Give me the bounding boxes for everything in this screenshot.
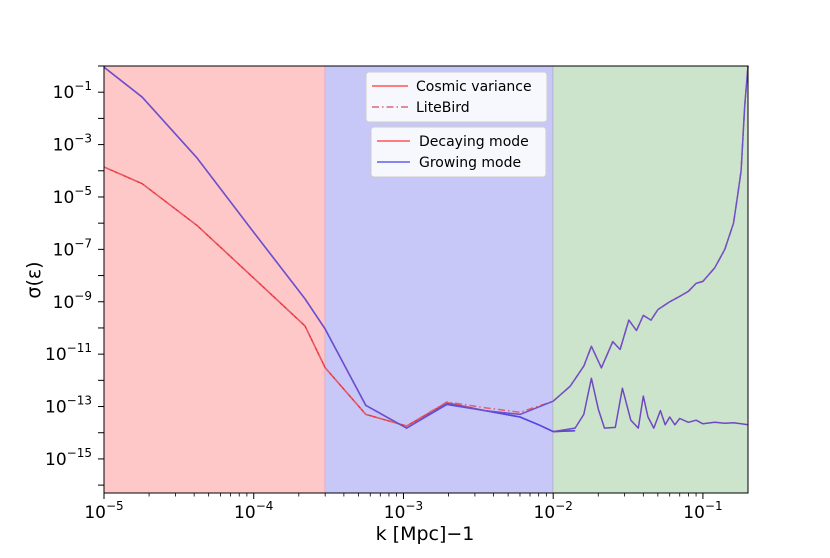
series-line-4 bbox=[553, 377, 749, 433]
high-k-region bbox=[553, 66, 748, 493]
legend-litebird-label: LiteBird bbox=[416, 100, 470, 116]
y-tick-label: 10−9 bbox=[53, 289, 92, 313]
legend-lower: Decaying mode Growing mode bbox=[370, 126, 547, 178]
ticks-layer: 10−5 10−4 10−3 10−2 10−1 10−1 10−3 10−5 10−7 10−9… bbox=[45, 65, 723, 523]
y-axis-label: σ(ε) bbox=[23, 261, 45, 298]
legend-upper-box bbox=[365, 71, 548, 123]
low-k-region bbox=[104, 66, 326, 493]
legend-cosmic-variance-label: Cosmic variance bbox=[416, 79, 532, 95]
plot-frame bbox=[103, 65, 749, 494]
y-tick-label: 10−5 bbox=[53, 184, 92, 208]
y-tick-label: 10−3 bbox=[53, 132, 92, 156]
legend-lower-box bbox=[370, 126, 547, 178]
x-tick-label: 10−1 bbox=[683, 499, 722, 523]
y-tick-label: 10−1 bbox=[53, 79, 92, 103]
x-tick-label: 10−5 bbox=[84, 499, 123, 523]
y-tick-label: 10−11 bbox=[45, 341, 92, 365]
x-axis-label: k [Mpc]−1 bbox=[376, 523, 475, 545]
x-tick-label: 10−4 bbox=[234, 499, 273, 523]
y-tick-label: 10−15 bbox=[45, 446, 92, 470]
legend-decaying-label: Decaying mode bbox=[419, 134, 529, 150]
series-line-3 bbox=[103, 65, 749, 429]
series-layer bbox=[103, 65, 749, 433]
y-tick-label: 10−13 bbox=[45, 394, 92, 418]
y-tick-label: 10−7 bbox=[53, 236, 92, 260]
x-tick-label: 10−2 bbox=[534, 499, 573, 523]
legend-upper: Cosmic variance LiteBird bbox=[365, 71, 548, 123]
legend-growing-label: Growing mode bbox=[419, 155, 521, 171]
x-tick-label: 10−3 bbox=[384, 499, 423, 523]
